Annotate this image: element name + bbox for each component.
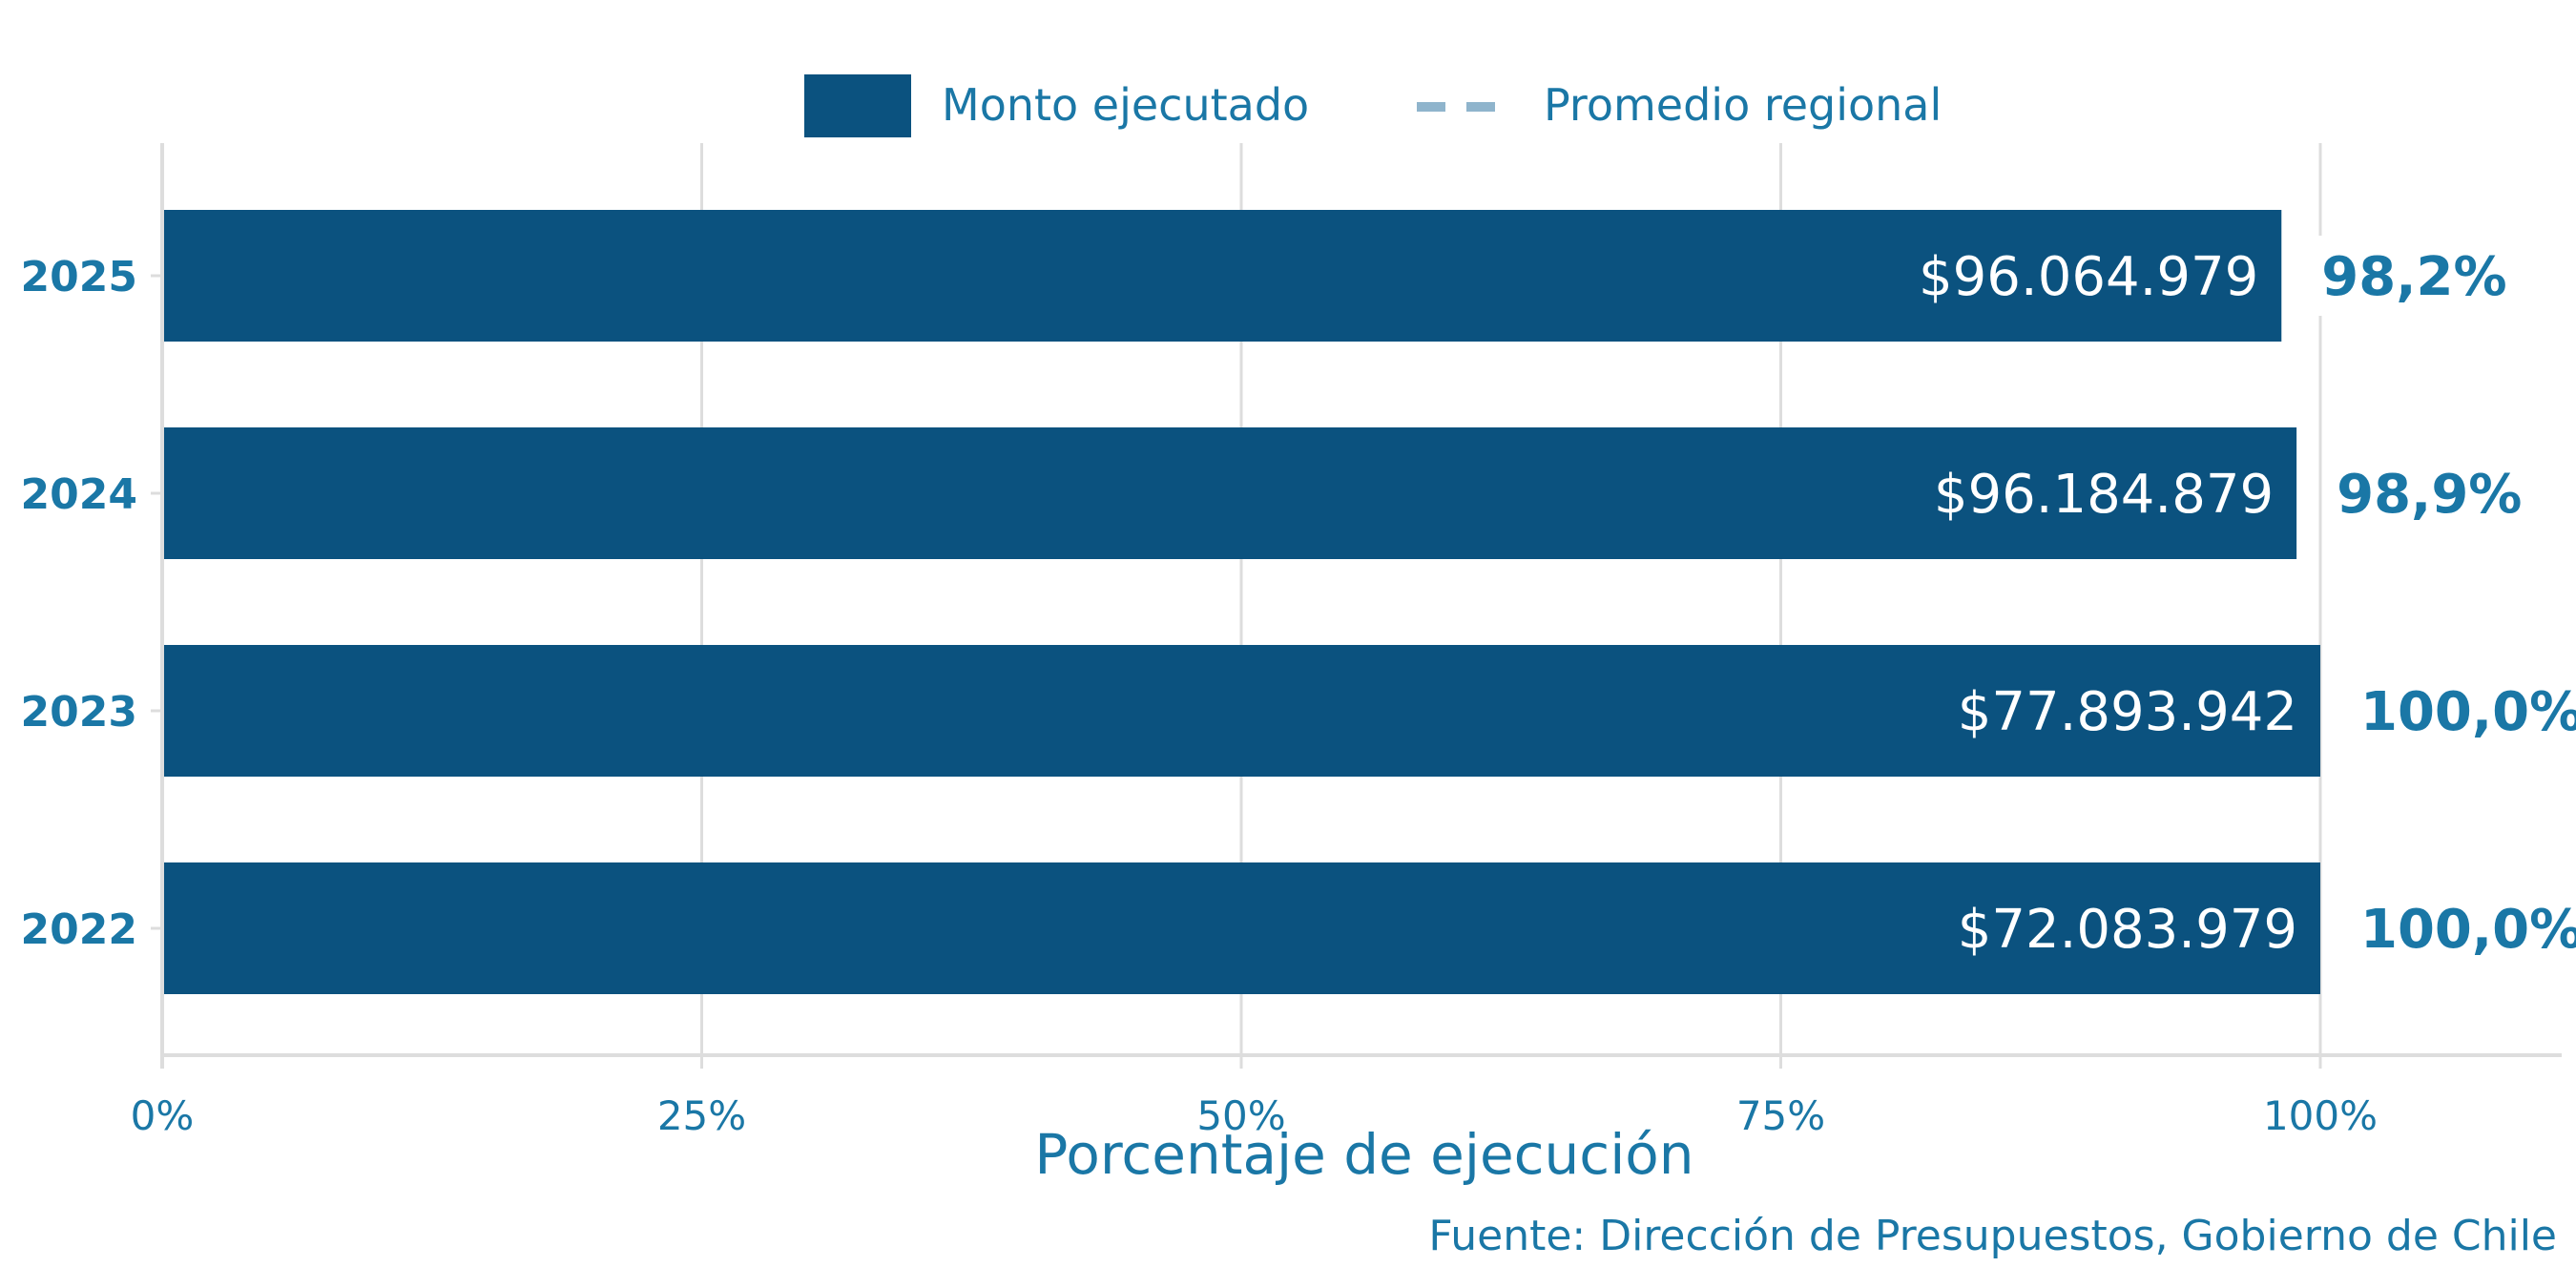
- percent-label-2023: 100,0%: [2360, 681, 2576, 743]
- percent-label-2025: 98,2%: [2321, 246, 2506, 308]
- percent-label-2022: 100,0%: [2360, 899, 2576, 961]
- x-tick-label-100: 100%: [2263, 1092, 2378, 1139]
- y-tick-label-2025: 2025: [21, 253, 137, 301]
- legend: Monto ejecutado Promedio regional: [804, 74, 1942, 137]
- x-tick-label-0: 0%: [131, 1092, 195, 1139]
- labels-layer: $96.064.979 98,2% $96.184.879 98,9% $77.893.…: [1919, 236, 2576, 968]
- chart-container: 0% 25% 50% 75% 100% 2025 2024 2023 2022 $96.064.…: [0, 0, 2576, 1288]
- bar-chart: 0% 25% 50% 75% 100%2025202420232022 $96.064.…: [0, 0, 2576, 1288]
- x-axis-title: Porcentaje de ejecución: [1034, 1122, 1693, 1187]
- x-tick-label-25: 25%: [657, 1092, 746, 1139]
- amount-label-2023: $77.893.942: [1958, 681, 2297, 743]
- amount-label-2025: $96.064.979: [1919, 246, 2258, 308]
- percent-label-2024: 98,9%: [2337, 464, 2522, 526]
- y-tick-label-2023: 2023: [21, 688, 137, 737]
- legend-swatch-monto-ejecutado: [804, 74, 911, 137]
- source-caption: Fuente: Dirección de Presupuestos, Gobie…: [1428, 1212, 2557, 1260]
- amount-label-2022: $72.083.979: [1958, 899, 2297, 961]
- legend-label-promedio-regional: Promedio regional: [1544, 79, 1942, 131]
- y-tick-label-2022: 2022: [21, 905, 137, 954]
- y-tick-label-2024: 2024: [21, 470, 137, 519]
- x-tick-label-75: 75%: [1736, 1092, 1825, 1139]
- amount-label-2024: $96.184.879: [1934, 464, 2274, 526]
- legend-label-monto-ejecutado: Monto ejecutado: [942, 79, 1309, 131]
